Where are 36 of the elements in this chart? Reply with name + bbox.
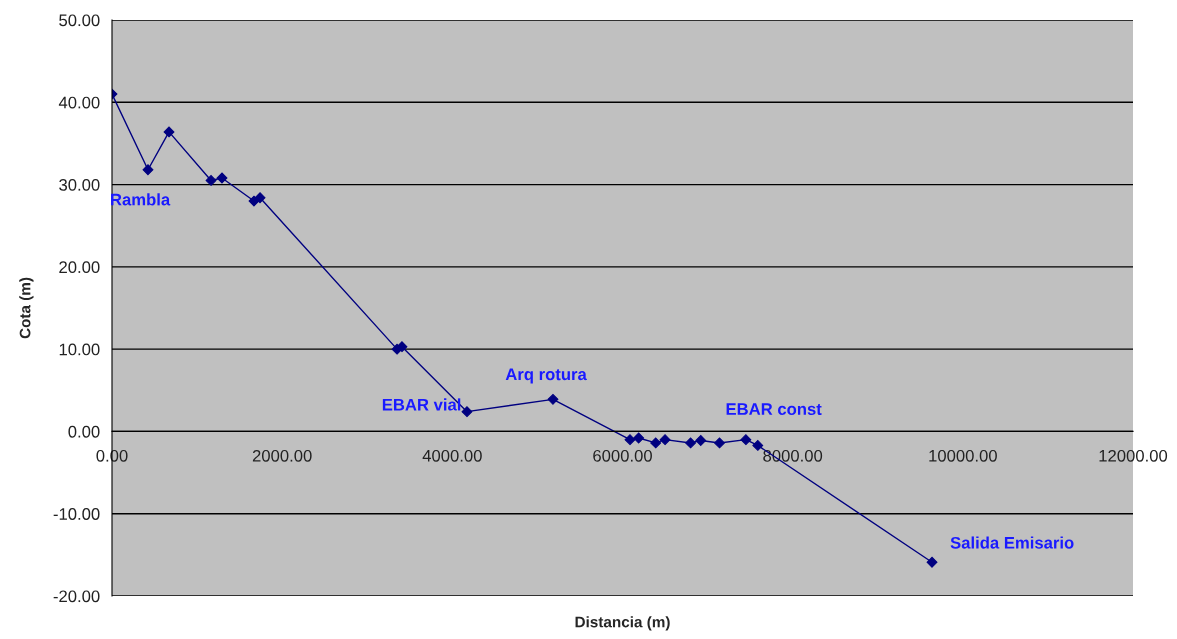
point bbox=[216, 172, 228, 184]
x-tick-label: 6000.00 bbox=[593, 449, 652, 462]
y-tick-label: -10.00 bbox=[53, 508, 100, 520]
point bbox=[685, 437, 696, 449]
point bbox=[740, 434, 752, 446]
x-tick-label: 12000.00 bbox=[1099, 449, 1168, 462]
point bbox=[254, 192, 266, 204]
point bbox=[714, 437, 725, 449]
annotation: Salida Emisario bbox=[950, 536, 1074, 549]
point bbox=[659, 434, 671, 446]
annotation: EBAR const bbox=[726, 403, 822, 415]
point bbox=[633, 432, 645, 444]
annotation: EBAR vial bbox=[382, 398, 461, 411]
annotation: Arq rotura bbox=[505, 368, 587, 384]
x-axis-title: Distancia (m) bbox=[575, 616, 670, 631]
x-tick-label: 2000.00 bbox=[252, 449, 312, 462]
point bbox=[624, 434, 636, 446]
point bbox=[142, 164, 154, 176]
y-tick-label: 50.00 bbox=[59, 14, 100, 27]
point bbox=[163, 126, 175, 138]
y-tick-label: -20.00 bbox=[53, 590, 100, 603]
y-axis-title: Cota (m) bbox=[19, 277, 34, 339]
x-tick-label: 10000.00 bbox=[929, 449, 997, 462]
point bbox=[926, 556, 938, 568]
point bbox=[205, 175, 217, 186]
y-tick-label: 30.00 bbox=[59, 178, 100, 191]
y-tick-label: 10.00 bbox=[59, 343, 100, 356]
y-tick-label: 0.00 bbox=[68, 425, 100, 438]
point bbox=[650, 437, 662, 449]
point bbox=[547, 393, 559, 405]
x-tick-label: 4000.00 bbox=[422, 449, 482, 462]
point bbox=[752, 439, 764, 451]
y-tick-label: 20.00 bbox=[59, 261, 100, 274]
point bbox=[461, 406, 473, 418]
point bbox=[695, 435, 707, 446]
y-tick-label: 40.00 bbox=[58, 96, 100, 109]
